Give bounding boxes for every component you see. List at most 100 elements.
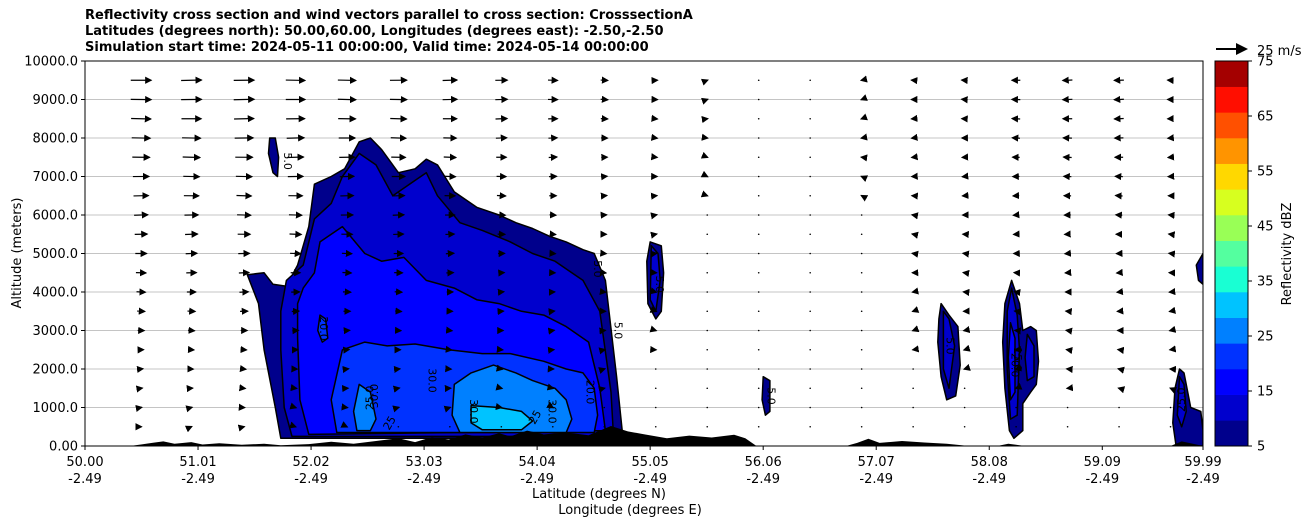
wind-vector-12-11 — [757, 214, 760, 216]
wind-vector-13-10 — [809, 233, 811, 236]
x-axis-label: Latitude (degrees N) — [532, 487, 666, 502]
wind-vector-12-2 — [757, 387, 760, 390]
wind-vector-12-10 — [757, 233, 760, 236]
wind-vector-13-17 — [809, 98, 811, 101]
y-tick-label-0: 0.00 — [49, 440, 78, 455]
colorbar-band-13 — [1215, 86, 1248, 113]
x-tick-label-lon-3: -2.49 — [407, 472, 441, 487]
contour-label-8: 30.0 — [545, 399, 558, 424]
wind-vector-14-7 — [860, 291, 863, 293]
reflectivity-region-5-dbz-1 — [267, 137, 280, 178]
reflectivity-contours — [246, 137, 1203, 446]
colorbar-band-5 — [1215, 292, 1248, 318]
contour-label-7: 25 — [526, 408, 544, 427]
colorbar-band-12 — [1215, 112, 1248, 139]
wind-key: 25 m/s — [1216, 43, 1302, 59]
x-tick-label-lat-0: 50.00 — [66, 455, 103, 470]
colorbar-band-3 — [1215, 343, 1248, 370]
wind-vector-14-11 — [860, 214, 863, 216]
wind-vector-12-6 — [757, 310, 760, 313]
wind-vector-12-8 — [757, 271, 760, 274]
colorbar-tick-label-4: 45 — [1257, 220, 1274, 235]
x-tick-label-lat-4: 54.04 — [519, 455, 556, 470]
reflectivity-region-25-dbz-19 — [352, 383, 377, 432]
plot-title-line-3: Simulation start time: 2024-05-11 00:00:… — [85, 40, 649, 55]
contour-label-10: 5.0 — [591, 260, 604, 278]
colorbar-frame — [1214, 60, 1249, 447]
wind-vector-10-0 — [654, 425, 657, 428]
colorbar-tick-label-3: 35 — [1257, 275, 1274, 290]
colorbar-tick-label-5: 55 — [1257, 165, 1274, 180]
reflectivity-region-5-dbz-3 — [761, 375, 771, 416]
wind-vector-11-7 — [706, 291, 709, 293]
wind-vector-20-0 — [1169, 425, 1172, 428]
wind-vector-12-16 — [757, 117, 760, 120]
colorbar-band-0 — [1215, 420, 1248, 447]
colorbar-band-8 — [1215, 215, 1248, 241]
wind-vectors — [130, 75, 1178, 433]
wind-vector-13-8 — [809, 271, 811, 274]
wind-vector-12-17 — [757, 98, 760, 101]
colorbar-label: Reflectivity dBZ — [1280, 203, 1295, 306]
x-tick-label-lat-10: 59.99 — [1184, 455, 1221, 470]
wind-vector-16-1 — [963, 406, 966, 409]
wind-vector-11-0 — [706, 425, 709, 428]
contour-label-13: 5.0 — [611, 322, 624, 340]
wind-vector-11-8 — [706, 271, 709, 274]
wind-vector-13-6 — [809, 310, 811, 313]
contour-label-12: 5.0 — [765, 387, 778, 405]
wind-vector-11-11 — [706, 214, 709, 216]
colorbar-band-7 — [1215, 240, 1248, 267]
wind-vector-13-11 — [809, 214, 811, 216]
wind-vector-13-0 — [809, 425, 811, 428]
wind-vector-10-1 — [654, 406, 657, 409]
contour-label-4: 25 — [381, 414, 399, 433]
wind-vector-14-2 — [860, 387, 863, 390]
wind-vector-15-3 — [912, 368, 914, 370]
wind-vector-12-18 — [757, 79, 760, 82]
wind-vector-8-0 — [551, 425, 554, 428]
colorbar-band-1 — [1215, 394, 1248, 421]
wind-vector-13-15 — [809, 137, 811, 139]
reflectivity-region-15-dbz-15 — [1007, 322, 1016, 401]
wind-vector-17-1 — [1015, 406, 1017, 409]
colorbar-tick-label-6: 65 — [1257, 110, 1274, 125]
contour-label-9: 20.0 — [583, 380, 596, 405]
colorbar-tick-label-0: 5 — [1257, 440, 1265, 455]
contour-label-16: 15.0 — [1011, 347, 1024, 372]
contour-label-11: 5.0 — [653, 276, 666, 294]
y-tick-label-10: 10000.0 — [24, 55, 78, 70]
x-tick-label-lon-8: -2.49 — [972, 472, 1006, 487]
y-tick-label-8: 8000.0 — [33, 132, 79, 147]
colorbar-tick-label-7: 75 — [1257, 55, 1274, 70]
colorbar-tick-label-2: 25 — [1257, 330, 1274, 345]
wind-vector-11-1 — [706, 406, 709, 409]
x-tick-label-lat-2: 52.02 — [292, 455, 329, 470]
reflectivity-region-20-dbz-17 — [317, 314, 329, 343]
x-tick-label-lon-2: -2.49 — [294, 472, 328, 487]
colorbar-band-11 — [1215, 138, 1248, 164]
wind-vector-12-12 — [757, 194, 760, 197]
wind-vector-14-5 — [860, 329, 863, 332]
wind-key-label: 25 m/s — [1257, 44, 1302, 59]
x-tick-label-lat-8: 58.08 — [971, 455, 1008, 470]
x-tick-label-lat-5: 55.05 — [632, 455, 669, 470]
wind-vector-14-8 — [860, 271, 863, 274]
contour-label-5: 25.0 — [364, 386, 377, 411]
terrain — [85, 426, 1203, 446]
y-tick-label-5: 5000.0 — [33, 247, 79, 262]
contour-label-2: 30.0 — [426, 368, 439, 393]
wind-vector-14-3 — [860, 368, 863, 370]
wind-vector-16-0 — [963, 425, 966, 428]
wind-vector-11-6 — [706, 310, 709, 313]
y-tick-label-9: 9000.0 — [33, 93, 79, 108]
wind-vector-12-5 — [757, 329, 760, 332]
x-tick-label-lat-7: 57.07 — [858, 455, 895, 470]
wind-vector-13-4 — [809, 348, 811, 351]
contour-label-14: 5.0 — [944, 337, 957, 355]
wind-vector-18-1 — [1066, 406, 1069, 409]
wind-vector-14-1 — [860, 406, 863, 409]
wind-vector-12-13 — [757, 175, 760, 178]
wind-vector-12-7 — [757, 291, 760, 293]
